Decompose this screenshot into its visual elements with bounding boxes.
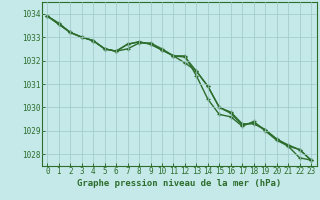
X-axis label: Graphe pression niveau de la mer (hPa): Graphe pression niveau de la mer (hPa) (77, 179, 281, 188)
